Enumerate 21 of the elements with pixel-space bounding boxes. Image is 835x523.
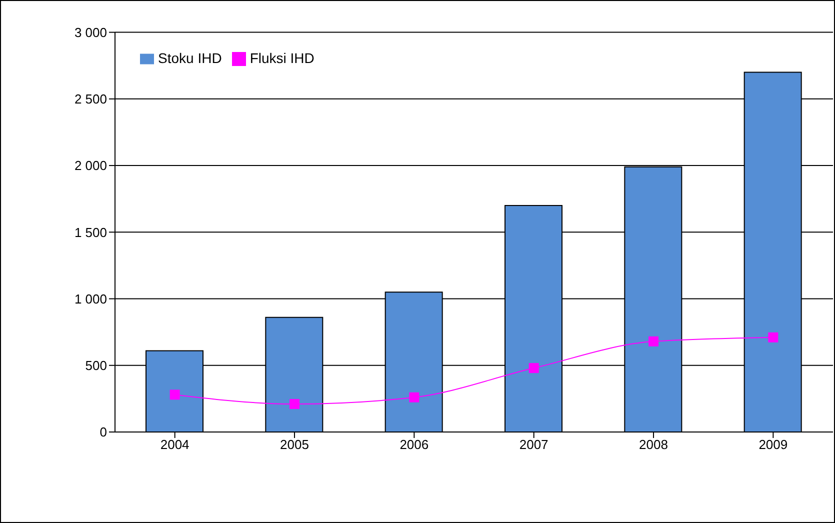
y-tick-label: 1 000 <box>74 291 107 306</box>
point <box>290 399 300 410</box>
y-tick-label: 3 000 <box>74 24 107 40</box>
point <box>409 392 420 402</box>
x-tick-label: 2004 <box>160 437 190 452</box>
y-tick-label: 2 500 <box>74 92 107 107</box>
x-tick-label: 2005 <box>280 437 309 452</box>
legend-label: Fluksi IHD <box>250 50 314 66</box>
point <box>768 332 778 342</box>
y-tick-label: 500 <box>85 358 107 373</box>
point <box>170 390 180 400</box>
x-tick-label: 2006 <box>400 437 429 452</box>
legend-label: Stoku IHD <box>158 50 222 66</box>
y-tick-label: 0 <box>100 424 107 440</box>
y-tick-label: 1 500 <box>74 224 107 240</box>
point <box>648 336 658 346</box>
x-tick-label: 2007 <box>519 437 548 452</box>
point <box>528 363 539 374</box>
x-tick-label: 2009 <box>758 437 788 452</box>
x-tick-label: 2008 <box>639 437 668 452</box>
y-tick-label: 2 000 <box>74 158 107 174</box>
